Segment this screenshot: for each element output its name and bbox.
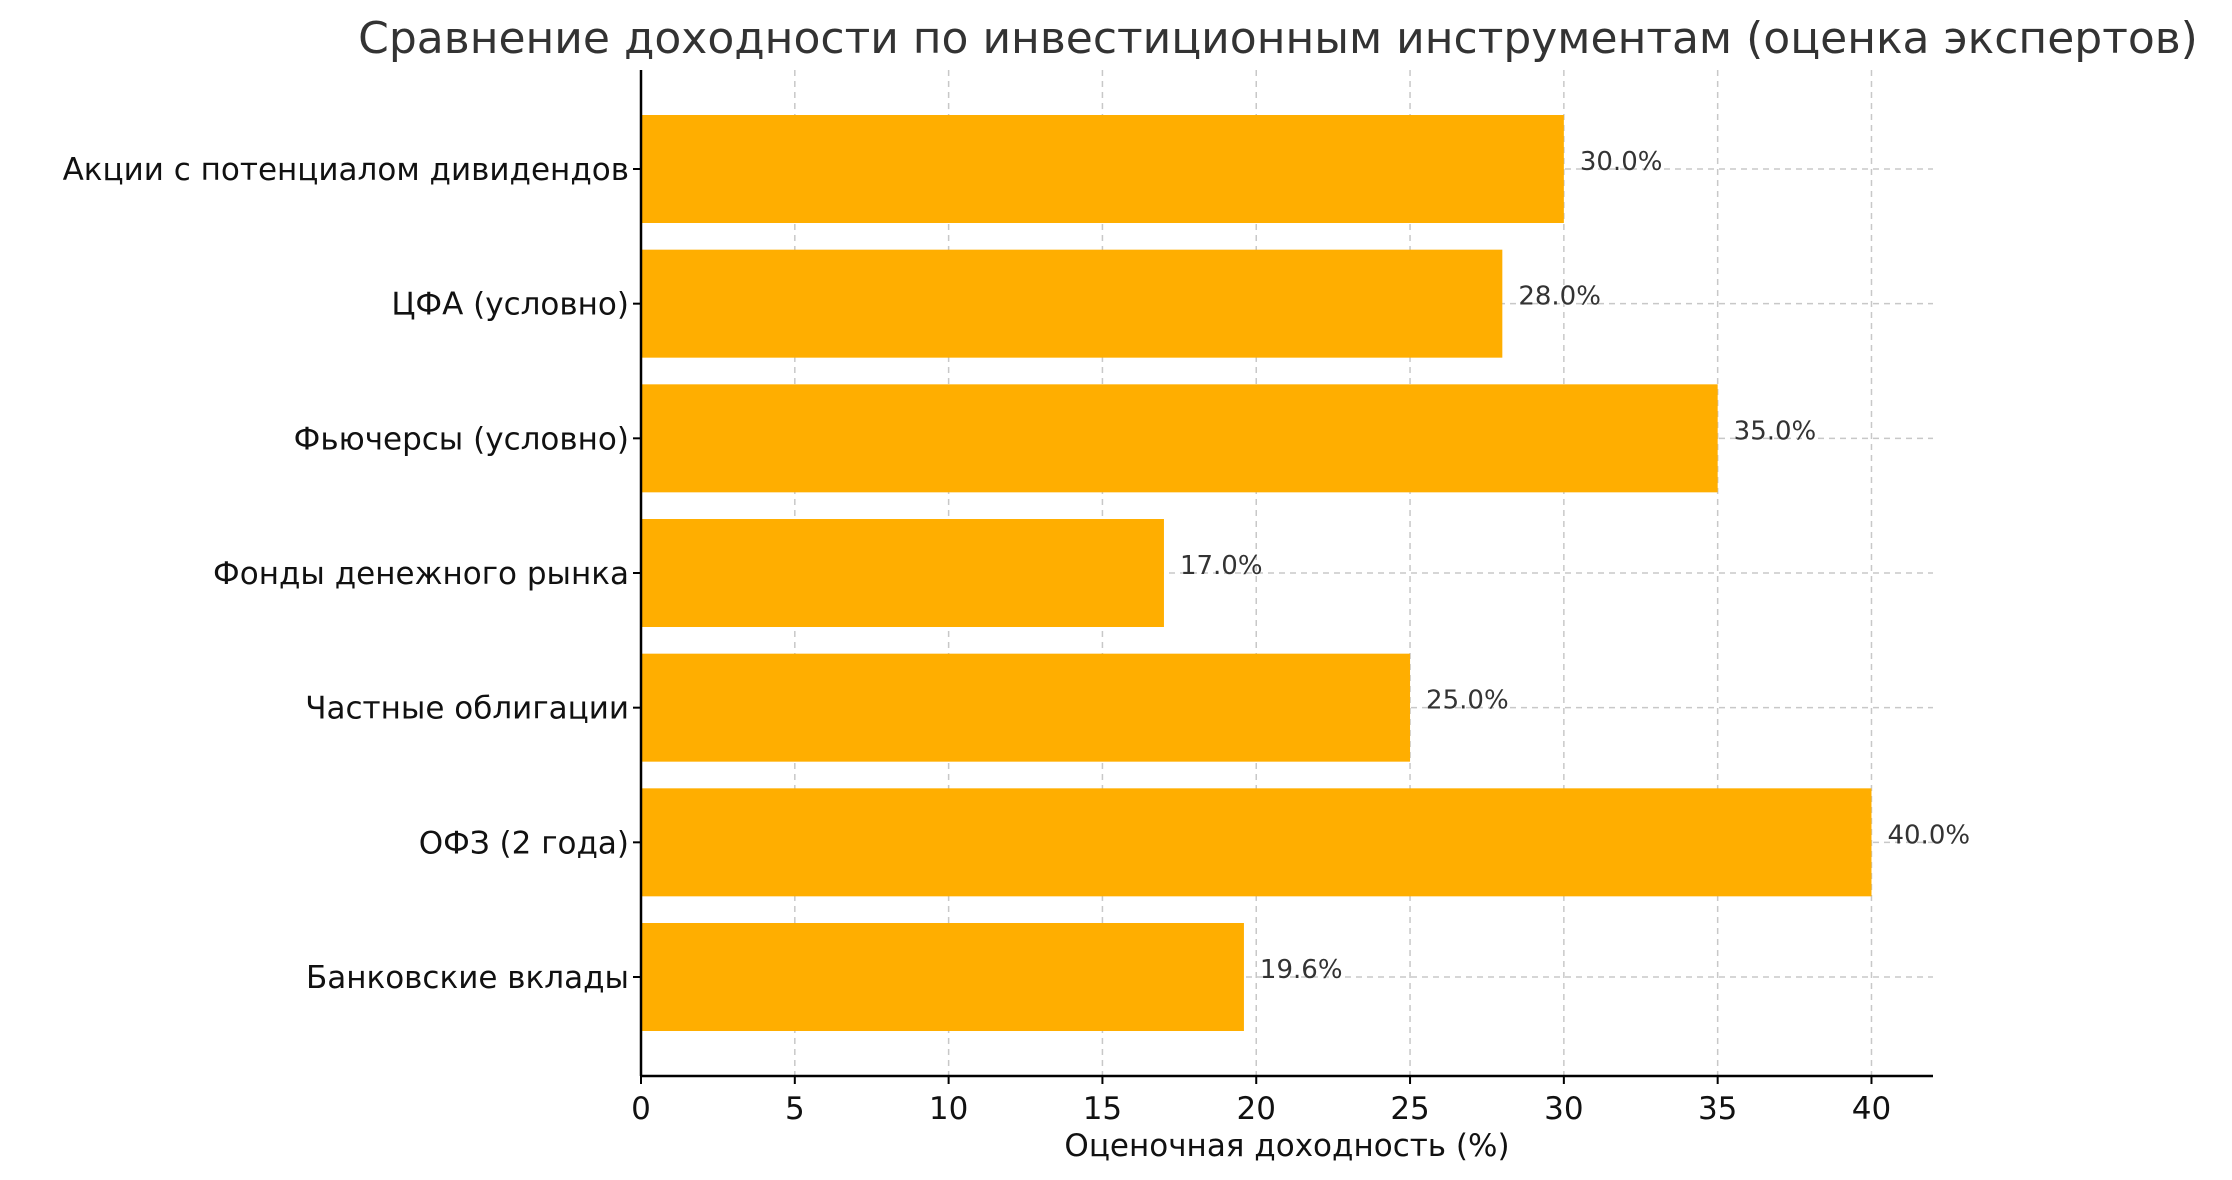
value-label: 17.0%: [1180, 551, 1263, 581]
value-label: 40.0%: [1887, 820, 1970, 850]
x-tick-label: 30: [1544, 1091, 1583, 1127]
bar: [641, 115, 1564, 223]
category-label: Фонды денежного рынка: [213, 556, 629, 592]
category-label: Банковские вклады: [306, 960, 629, 996]
chart-title: Сравнение доходности по инвестиционным и…: [358, 13, 2198, 64]
x-tick-label: 40: [1852, 1091, 1891, 1127]
x-axis-label: Оценочная доходность (%): [1064, 1128, 1509, 1164]
value-label: 35.0%: [1734, 416, 1817, 446]
category-labels: Акции с потенциалом дивидендов ЦФА (услов…: [63, 152, 629, 996]
bar: [641, 249, 1503, 358]
x-tick-label: 25: [1390, 1091, 1429, 1127]
bar: [641, 519, 1164, 627]
category-label: Акции с потенциалом дивидендов: [63, 152, 629, 188]
x-tick-label: 5: [785, 1091, 805, 1127]
category-label: ЦФА (условно): [391, 287, 629, 323]
value-label: 28.0%: [1518, 282, 1601, 312]
x-tick-label: 20: [1237, 1091, 1276, 1127]
grid-lines: [641, 70, 1933, 1076]
axes: [633, 70, 1933, 1084]
bar: [641, 653, 1411, 762]
value-label: 25.0%: [1426, 686, 1509, 716]
bar: [641, 384, 1718, 493]
value-label: 30.0%: [1580, 147, 1663, 177]
x-tick-label: 0: [631, 1091, 651, 1127]
x-tick-labels: 0 5 10 15 20 25 30 35 40: [631, 1091, 1891, 1127]
bar: [641, 923, 1244, 1031]
bar: [641, 788, 1872, 897]
value-label: 19.6%: [1260, 955, 1343, 985]
bars-group: [641, 115, 1872, 1031]
category-label: Фьючерсы (условно): [294, 421, 629, 457]
category-label: Частные облигации: [305, 691, 629, 727]
category-label: ОФЗ (2 года): [419, 825, 629, 861]
value-labels: 30.0% 28.0% 35.0% 17.0% 25.0% 40.0% 19.6%: [1180, 147, 1970, 985]
x-tick-label: 10: [929, 1091, 968, 1127]
x-tick-label: 15: [1083, 1091, 1122, 1127]
x-tick-label: 35: [1698, 1091, 1737, 1127]
